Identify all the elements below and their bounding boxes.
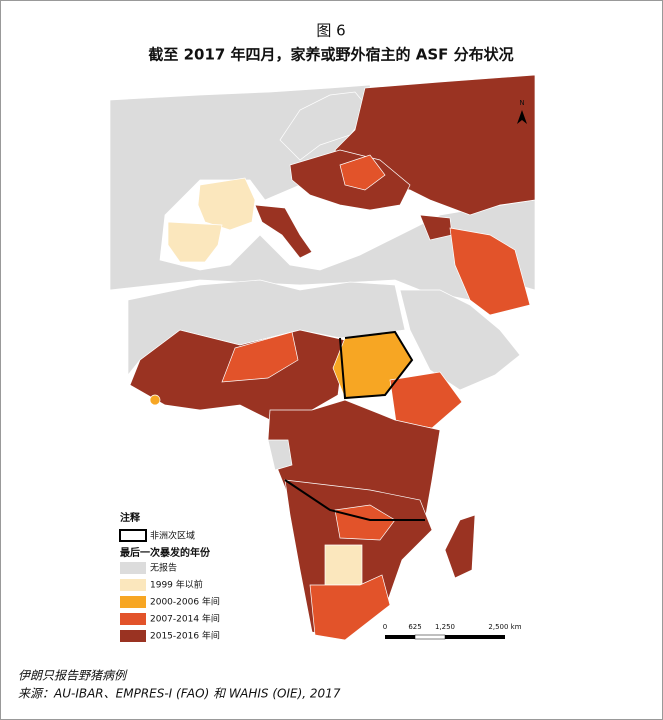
north-label: N — [519, 99, 524, 107]
legend-subtitle: 最后一次暴发的年份 — [120, 546, 211, 559]
legend-label: 1999 年以前 — [150, 579, 203, 591]
title: 截至 2017 年四月，家养或野外宿主的 ASF 分布状况 — [148, 46, 513, 64]
botswana — [324, 544, 363, 586]
belarus — [339, 154, 386, 191]
legend-swatch — [120, 562, 146, 574]
zambia — [334, 504, 396, 541]
madagascar — [444, 514, 476, 579]
source: 来源：AU-IBAR、EMPRES-I (FAO) 和 WAHIS (OIE),… — [18, 687, 341, 701]
map — [109, 74, 536, 650]
france — [197, 177, 256, 231]
legend-swatch — [120, 596, 146, 608]
scale-label: 2,500 km — [488, 623, 521, 631]
scale-label: 1,250 — [435, 623, 455, 631]
subregion-outline — [284, 479, 425, 521]
outline-swatch — [119, 529, 147, 542]
gabon — [267, 439, 293, 471]
legend-items: 无报告 1999 年以前 2000-2006 年间 2007-2014 年间 2015-… — [120, 562, 220, 642]
subregion-outline — [339, 330, 414, 400]
arabia — [399, 289, 521, 391]
legend-swatch — [120, 579, 146, 591]
ethiopia — [389, 371, 463, 429]
legend-swatch — [120, 613, 146, 625]
legend-label: 2000-2006 年间 — [150, 596, 220, 608]
legend-label: 2015-2016 年间 — [150, 630, 220, 642]
figure-label: 图 6 — [316, 22, 345, 40]
iran — [449, 227, 531, 316]
scale-bar: 0 625 1,250 2,500 km — [383, 623, 522, 640]
scale-labels: 0 625 1,250 2,500 km — [383, 623, 522, 631]
north-arrow: N — [517, 99, 527, 124]
iberia — [167, 221, 223, 263]
legend: 注释 非洲次区域 最后一次暴发的年份 无报告 1999 年以前 2000-2006 … — [119, 511, 220, 642]
legend-swatch — [120, 630, 146, 642]
scale-label: 625 — [408, 623, 421, 631]
italy — [254, 204, 313, 259]
legend-label: 无报告 — [150, 562, 177, 574]
south-africa — [309, 574, 391, 641]
outline-label: 非洲次区域 — [150, 530, 195, 542]
mali — [221, 331, 299, 383]
legend-title: 注释 — [120, 511, 141, 524]
note: 伊朗只报告野猪病例 — [18, 669, 128, 683]
guinea-spot — [149, 394, 161, 406]
scale-label: 0 — [383, 623, 387, 631]
legend-label: 2007-2014 年间 — [150, 613, 220, 625]
